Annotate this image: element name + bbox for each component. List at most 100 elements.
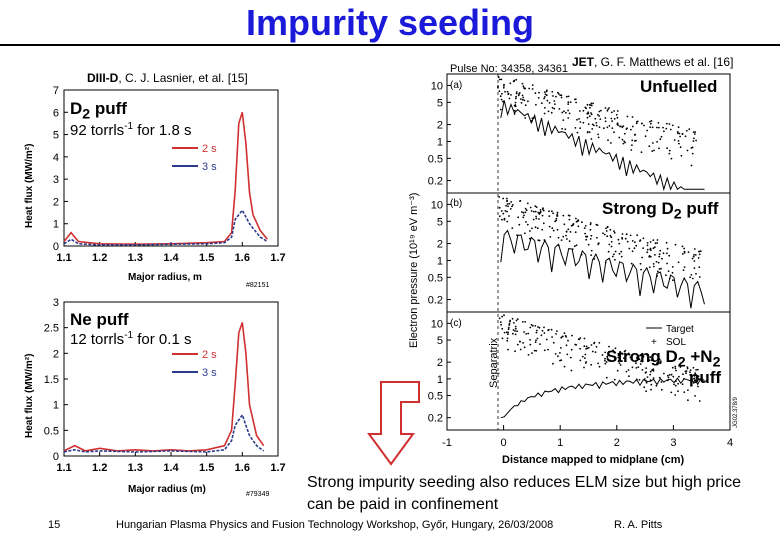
series-line-1-1 xyxy=(63,413,265,453)
jet-sol-point xyxy=(565,95,568,98)
jet-sol-point xyxy=(587,243,590,246)
x-tick-label-0-2: 1.3 xyxy=(128,252,143,264)
y-tick-label-1-2: 1 xyxy=(53,400,59,412)
jet-sol-point xyxy=(596,236,598,239)
jet-sol-point xyxy=(543,97,545,100)
jet-sol-point xyxy=(604,362,607,365)
jet-sol-point xyxy=(613,378,616,381)
jet-sol-point xyxy=(621,233,624,235)
jet-sol-point xyxy=(581,355,584,358)
jet-sol-point xyxy=(609,359,612,362)
jet-sol-point xyxy=(506,220,509,223)
jet-sol-point xyxy=(507,205,509,208)
jet-sol-point xyxy=(625,370,628,373)
jet-sol-point xyxy=(505,331,508,334)
jet-sol-point xyxy=(516,330,518,333)
jet-sol-point xyxy=(656,242,659,244)
jet-sol-point xyxy=(579,121,582,123)
jet-sol-point xyxy=(656,363,659,366)
jet-sol-point xyxy=(630,149,633,151)
legend-label-2s: 2 s xyxy=(202,143,217,155)
workshop-footer: Hungarian Plasma Physics and Fusion Tech… xyxy=(116,519,554,531)
jet-sol-point xyxy=(606,235,609,238)
jet-sol-point xyxy=(582,121,585,124)
jet-sol-point xyxy=(649,356,652,359)
jet-sol-point xyxy=(578,118,580,120)
jet-pulse-number: Pulse No: 34358, 34361 xyxy=(450,63,568,75)
jet-sol-point xyxy=(631,240,634,242)
jet-sol-point xyxy=(503,217,506,220)
jet-sol-point xyxy=(572,223,575,226)
diii-d-citation-rest: , C. J. Lasnier, et al. [15] xyxy=(118,71,248,85)
jet-panel-c-tag: (c) xyxy=(450,318,462,329)
jet-sol-point xyxy=(644,378,646,380)
jet-sol-point xyxy=(502,100,504,103)
jet-sol-point xyxy=(670,373,673,376)
jet-sol-point xyxy=(543,332,546,334)
jet-sol-point xyxy=(529,206,532,209)
jet-sol-point xyxy=(595,223,598,226)
jet-sol-point xyxy=(537,97,540,99)
x-tick-label-0-5: 1.6 xyxy=(235,252,250,264)
jet-sol-point xyxy=(513,104,516,107)
jet-sol-point xyxy=(504,210,507,212)
jet-sol-point xyxy=(610,111,613,114)
jet-sol-point xyxy=(621,352,623,355)
jet-sol-point xyxy=(629,356,632,359)
jet-sol-point xyxy=(588,115,591,118)
jet-sol-point xyxy=(635,367,638,369)
jet-sol-point xyxy=(693,248,696,250)
jet-sol-point xyxy=(506,199,508,202)
jet-sol-point xyxy=(590,113,593,116)
jet-sol-point xyxy=(669,128,672,131)
jet-sol-point xyxy=(594,117,597,120)
jet-sol-point xyxy=(649,126,652,128)
jet-sol-point xyxy=(630,128,632,131)
jet-sol-point xyxy=(639,363,642,365)
d2-puff-label-after: puff xyxy=(90,99,127,118)
jet-sol-point xyxy=(681,132,684,135)
jet-sol-point xyxy=(658,268,661,270)
jet-sol-point xyxy=(591,350,594,353)
jet-sol-point xyxy=(586,112,589,115)
jet-sol-point xyxy=(652,247,655,250)
slide-title: Impurity seeding xyxy=(245,2,535,43)
jet-y-tick-label-2-3: 1 xyxy=(437,374,443,386)
d2-puff-label-main: D xyxy=(70,99,83,118)
jet-sol-point xyxy=(499,321,502,323)
jet-sol-point xyxy=(692,255,695,258)
jet-sol-point xyxy=(509,82,512,85)
jet-sol-point xyxy=(598,365,601,368)
jet-sol-point xyxy=(666,247,669,250)
jet-sol-point xyxy=(689,276,691,279)
jet-sol-point xyxy=(556,228,559,231)
jet-sol-point xyxy=(693,137,695,140)
jet-sol-point xyxy=(650,359,653,362)
jet-sol-point xyxy=(534,92,537,95)
jet-sol-point xyxy=(645,381,648,384)
jet-sol-point xyxy=(603,233,606,236)
jet-sol-point xyxy=(543,349,546,352)
jet-sol-point xyxy=(543,91,546,93)
d2-puff-label-sub: 2 xyxy=(82,106,91,123)
jet-sol-point xyxy=(607,108,609,111)
jet-sol-point xyxy=(635,122,638,125)
jet-sol-point xyxy=(507,331,509,334)
jet-sol-point xyxy=(508,202,511,205)
jet-sol-point xyxy=(521,98,524,101)
jet-sol-point xyxy=(692,382,695,384)
jet-sol-point xyxy=(693,254,695,256)
jet-sol-point xyxy=(625,233,628,236)
jet-sol-point xyxy=(561,127,563,130)
jet-sol-point xyxy=(562,214,565,217)
jet-sol-point xyxy=(631,125,634,128)
jet-sol-point xyxy=(697,375,700,377)
jet-sol-point xyxy=(567,103,570,105)
jet-sol-point xyxy=(604,359,606,362)
jet-sol-point xyxy=(535,206,538,209)
jet-sol-point xyxy=(500,210,503,212)
jet-sol-point xyxy=(520,98,522,100)
jet-y-tick-label-1-1: 5 xyxy=(437,216,443,228)
jet-sol-point xyxy=(581,221,583,224)
jet-sol-point xyxy=(597,362,599,365)
